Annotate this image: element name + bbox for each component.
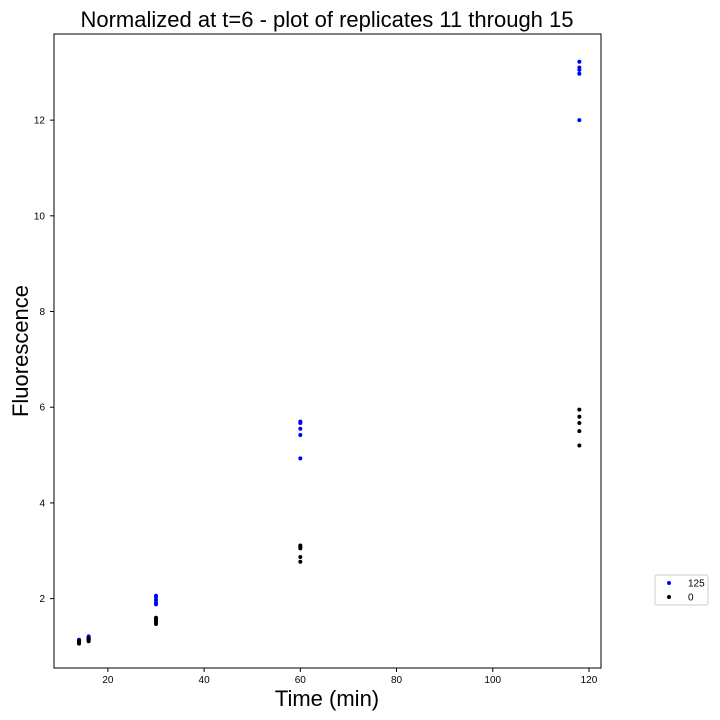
y-tick-label: 4: [39, 498, 45, 509]
legend-marker-125: [667, 581, 671, 585]
data-point-series-125: [577, 59, 582, 64]
chart-title: Normalized at t=6 - plot of replicates 1…: [80, 7, 573, 32]
data-point-series-0: [77, 638, 82, 643]
data-point-series-125: [577, 65, 582, 70]
data-points: [77, 59, 582, 646]
y-tick-label: 12: [34, 116, 46, 127]
y-tick-label: 6: [39, 403, 45, 414]
data-point-series-0: [577, 421, 582, 426]
axis-ticks: 20 40 60 80 100 120 2 4 6 8 10 12: [34, 116, 598, 686]
data-point-series-0: [298, 554, 303, 559]
data-point-series-0: [153, 615, 158, 620]
data-point-series-125: [298, 419, 303, 424]
x-tick-label: 120: [581, 675, 598, 686]
data-point-series-125: [153, 598, 158, 603]
legend-label-0: 0: [688, 593, 694, 604]
data-point-series-0: [298, 543, 303, 548]
x-axis-label: Time (min): [275, 686, 379, 711]
data-point-series-125: [577, 71, 582, 76]
x-tick-label: 100: [484, 675, 501, 686]
data-point-series-0: [577, 407, 582, 412]
data-point-series-125: [298, 426, 303, 431]
data-point-series-0: [577, 443, 582, 448]
x-tick-label: 80: [391, 675, 403, 686]
data-point-series-125: [298, 456, 303, 461]
y-tick-label: 2: [39, 594, 45, 605]
data-point-series-0: [577, 414, 582, 419]
x-tick-label: 20: [102, 675, 114, 686]
x-tick-label: 60: [295, 675, 307, 686]
data-point-series-125: [153, 593, 158, 598]
data-point-series-125: [577, 118, 582, 123]
legend-marker-0: [667, 595, 671, 599]
y-tick-label: 10: [34, 211, 46, 222]
data-point-series-125: [298, 432, 303, 437]
y-axis-label: Fluorescence: [8, 285, 33, 417]
data-point-series-0: [86, 636, 91, 641]
data-point-series-0: [298, 559, 303, 564]
x-tick-label: 40: [199, 675, 211, 686]
y-tick-label: 8: [39, 307, 45, 318]
legend-label-125: 125: [688, 579, 705, 590]
axes-frame: [53, 33, 602, 669]
data-point-series-0: [577, 429, 582, 434]
